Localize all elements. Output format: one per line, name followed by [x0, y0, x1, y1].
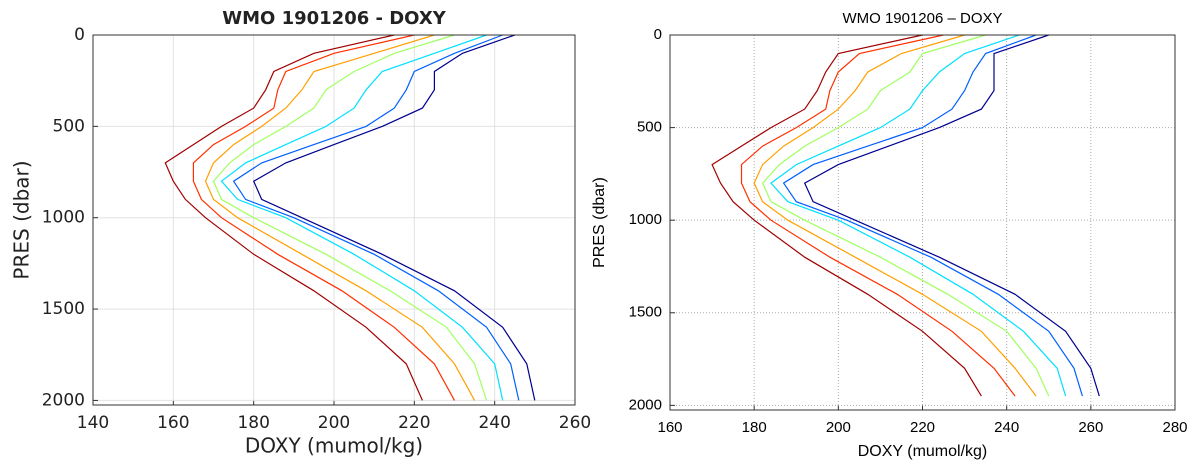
x-tick-label: 180: [742, 419, 767, 436]
x-tick-label: 180: [237, 413, 269, 433]
x-tick-label: 200: [318, 413, 350, 433]
y-tick-label: 500: [637, 119, 662, 136]
x-tick-label: 200: [826, 419, 851, 436]
profile-line: [761, 34, 1050, 397]
y-tick-label: 1000: [629, 211, 662, 228]
profile-line: [204, 34, 476, 401]
profile-line: [252, 34, 536, 401]
x-tick-label: 260: [559, 413, 591, 433]
y-tick-label: 1000: [42, 208, 85, 228]
x-tick-label: 240: [994, 419, 1019, 436]
panel: 140 160 180 200 220 240 260 0 500 1000 1500 2000 WMO…: [10, 8, 592, 458]
profile-line: [192, 34, 456, 401]
chart-title: WMO 1901206 – DOXY: [842, 10, 1002, 27]
profile-line: [220, 34, 504, 401]
plot-frame: [669, 34, 1176, 411]
y-tick-label: 2000: [42, 390, 85, 410]
x-tick-label: 160: [657, 419, 682, 436]
x-axis-label: DOXY (mumol/kg): [245, 434, 423, 458]
profile-line: [164, 34, 423, 401]
y-axis-label: PRES (dbar): [591, 177, 608, 268]
plot-frame: [92, 34, 576, 406]
x-tick-label: 260: [1078, 419, 1103, 436]
y-tick-label: 0: [654, 26, 662, 43]
profile-line: [740, 34, 1016, 397]
x-tick-label: 220: [398, 413, 430, 433]
profile-line: [232, 34, 520, 401]
x-tick-label: 140: [77, 413, 109, 433]
profile-line: [212, 34, 488, 401]
panel: 160 180 200 220 240 260 280 0 500 1000 1500 2000 WMO…: [591, 10, 1187, 460]
y-tick-label: 1500: [42, 299, 85, 319]
x-tick-label: 220: [910, 419, 935, 436]
y-tick-label: 500: [53, 116, 85, 136]
profile-line: [782, 34, 1083, 397]
profile-line: [711, 34, 982, 397]
x-tick-label: 280: [1162, 419, 1187, 436]
chart-title: WMO 1901206 - DOXY: [222, 8, 446, 29]
x-tick-label: 160: [157, 413, 189, 433]
y-axis-label: PRES (dbar): [10, 160, 34, 279]
x-tick-label: 240: [478, 413, 510, 433]
y-tick-label: 1500: [629, 304, 662, 321]
y-tick-label: 0: [74, 25, 85, 45]
profile-line: [770, 34, 1067, 397]
profile-line: [803, 34, 1100, 397]
profile-line: [753, 34, 1037, 397]
x-axis-label: DOXY (mumol/kg): [858, 443, 988, 460]
y-tick-label: 2000: [629, 396, 662, 413]
